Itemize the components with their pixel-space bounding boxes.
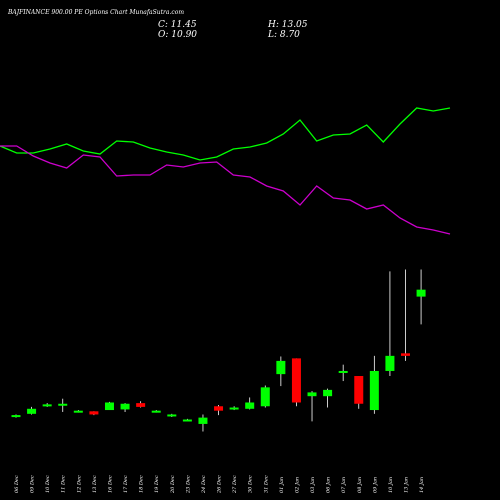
x-tick-label: 20 Dec	[170, 475, 176, 494]
candle-body	[291, 358, 301, 403]
x-tick-label: 10 Dec	[45, 475, 51, 493]
candle	[416, 269, 426, 325]
candle-body	[136, 403, 146, 407]
x-tick-label: 10 Jan	[388, 477, 394, 493]
candle	[276, 356, 286, 387]
candle-body	[167, 414, 177, 417]
candle-body	[198, 417, 208, 424]
open-value: O: 10.90	[158, 30, 198, 40]
candle-body	[245, 402, 255, 409]
candle-body	[89, 411, 99, 415]
x-tick-label: 16 Dec	[107, 475, 113, 493]
x-tick-label: 03 Jan	[310, 477, 316, 493]
x-tick-label: 09 Dec	[30, 475, 36, 493]
x-tick-label: 06 Jan	[326, 477, 332, 493]
candle-body	[338, 370, 348, 373]
x-tick-label: 19 Dec	[154, 475, 160, 493]
x-tick-label: 12 Dec	[76, 475, 82, 493]
upper-indicator-line	[0, 107, 451, 161]
candle-body	[182, 419, 192, 422]
candle	[260, 385, 270, 408]
x-axis-ticks: 06 Dec 09 Dec 10 Dec 11 Dec 12 Dec 13 Dec 16 D…	[14, 475, 425, 494]
x-tick-label: 06 Dec	[14, 475, 20, 493]
candle	[104, 401, 114, 411]
candle-body	[229, 407, 239, 410]
x-tick-label: 08 Jan	[357, 477, 363, 493]
candle	[120, 403, 130, 412]
candle-body	[120, 403, 130, 410]
chart-title: BAJFINANCE 900.00 PE Options Chart Munaf…	[8, 9, 185, 16]
x-tick-label: 13 Jan	[404, 477, 410, 493]
x-tick-label: 11 Dec	[61, 475, 67, 493]
candle-body	[369, 370, 379, 411]
x-tick-label: 26 Dec	[217, 475, 223, 494]
x-tick-label: 09 Jan	[372, 477, 378, 493]
candle	[385, 271, 395, 377]
candle-body	[58, 403, 68, 406]
candle	[198, 414, 208, 432]
candle	[338, 364, 348, 382]
x-tick-label: 14 Jan	[419, 477, 425, 493]
candle	[229, 406, 239, 411]
candle-body	[151, 410, 161, 413]
candle-body	[104, 402, 114, 411]
x-tick-label: 30 Dec	[248, 475, 254, 493]
candle	[167, 413, 177, 417]
candle	[73, 410, 83, 413]
x-tick-label: 27 Dec	[232, 475, 238, 494]
x-tick-label: 24 Dec	[201, 475, 207, 494]
candle	[58, 398, 68, 412]
candle-body	[385, 355, 395, 371]
candle-body	[73, 410, 83, 413]
lower-indicator-line	[0, 145, 451, 235]
candle-body	[11, 415, 21, 418]
x-tick-label: 18 Dec	[139, 475, 145, 493]
x-tick-label: 23 Dec	[185, 475, 191, 494]
candle-body	[323, 389, 333, 397]
candle-body	[27, 408, 37, 414]
candle	[291, 358, 301, 407]
candle-body	[401, 353, 410, 356]
candle	[307, 391, 317, 422]
x-tick-label: 17 Dec	[123, 475, 129, 493]
candle	[27, 406, 37, 415]
x-tick-label: 01 Jan	[279, 477, 285, 493]
candle-body	[260, 387, 270, 407]
candles	[11, 269, 426, 432]
candle	[151, 410, 161, 413]
candle-body	[276, 360, 286, 375]
candle-body	[307, 392, 317, 397]
candle-body	[354, 376, 364, 404]
candle	[354, 376, 364, 409]
x-tick-label: 13 Dec	[92, 475, 98, 493]
candle-body	[214, 406, 224, 411]
indicator-lines	[0, 107, 451, 235]
low-value: L: 8.70	[268, 30, 300, 40]
candle	[182, 418, 192, 422]
x-tick-label: 31 Dec	[263, 475, 269, 493]
x-tick-label: 02 Jan	[294, 477, 300, 493]
candle-body	[416, 289, 426, 297]
candle	[214, 405, 224, 416]
candle	[323, 388, 333, 408]
candle	[369, 355, 379, 414]
high-value: H: 13.05	[268, 20, 308, 30]
candle	[401, 269, 410, 361]
x-tick-label: 07 Jan	[341, 477, 347, 493]
candle	[245, 397, 255, 410]
candle	[136, 401, 146, 408]
candle	[42, 403, 52, 407]
candle	[89, 411, 99, 416]
candle-body	[42, 404, 52, 407]
candle	[11, 414, 21, 418]
close-value: C: 11.45	[158, 20, 197, 30]
